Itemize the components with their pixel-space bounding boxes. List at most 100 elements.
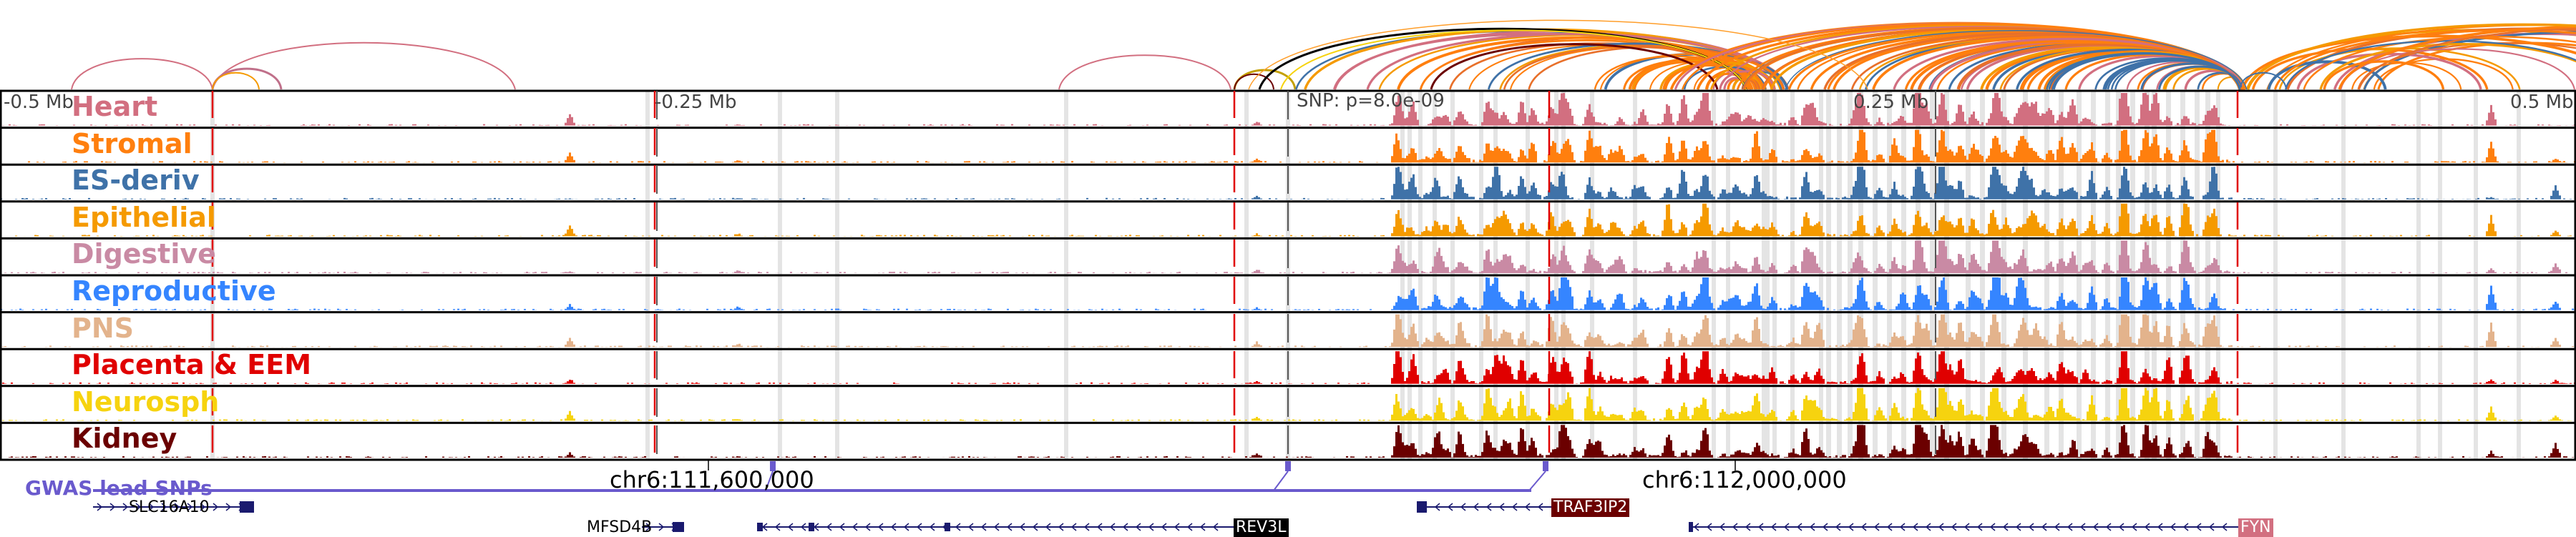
strand-arrow [1757,523,1764,531]
loop-arc [2285,40,2576,90]
axis-label-0.25mb: 0.25 Mb [1853,92,1929,113]
strand-arrow [135,503,142,511]
loop-arc [1430,43,1719,90]
strand-arrow [1447,503,1453,511]
signal-track-3 [0,203,2576,237]
strand-arrow [1951,523,1957,531]
strand-arrow [2002,523,2009,531]
strand-arrow [1925,523,1931,531]
track-label-pns: PNS [72,312,135,344]
strand-arrow [1848,523,1854,531]
strand-arrow [1783,523,1790,531]
gene-rev3l[interactable]: REV3L [1234,518,1289,537]
strand-arrow [2054,523,2060,531]
strand-arrow [1745,523,1751,531]
loop-arc [1248,19,1868,90]
strand-arrow [1899,523,1906,531]
loop-arc [2338,25,2576,90]
axis-label-minus-0.25mb: -0.25 Mb [655,92,737,113]
strand-arrow [1809,523,1815,531]
loop-arc [2319,42,2576,90]
strand-arrow [1148,523,1154,531]
strand-arrow [929,523,935,531]
track-label-kidney: Kidney [72,423,177,455]
gene-slc16a10[interactable]: SLC16A10 [129,498,210,516]
strand-arrow [2170,523,2176,531]
strand-arrow [800,523,806,531]
strand-arrow [122,503,129,511]
loop-arc [1420,39,1754,90]
strand-arrow [2157,523,2163,531]
strand-arrow [1058,523,1064,531]
strand-arrow [2079,523,2086,531]
loop-arc [1662,64,1758,90]
strand-arrow [967,523,974,531]
strand-arrow [980,523,987,531]
strand-arrow [1537,503,1543,511]
strand-arrow [213,503,219,511]
gwas-snp-marker [1285,461,1291,471]
strand-arrow [1096,523,1103,531]
signal-area [0,351,2576,384]
strand-arrow [200,503,206,511]
strand-arrow [2208,523,2215,531]
strand-arrow [161,503,167,511]
strand-arrow [2041,523,2047,531]
strand-arrow [2144,523,2150,531]
gwas-snp-connector [765,471,774,491]
strand-arrow [877,523,884,531]
strand-arrow [826,523,832,531]
axis-label-0.5mb: 0.5 Mb [2510,92,2574,113]
loop-arc [2053,52,2241,90]
loop-arc [2267,60,2387,90]
strand-arrow [187,503,193,511]
gene-traf3ip2[interactable]: TRAF3IP2 [1551,498,1630,517]
loop-arc [1785,30,2248,90]
signal-area [0,388,2576,421]
signal-track-1 [0,129,2576,163]
signal-track-5 [0,277,2576,310]
strand-arrow [1473,503,1479,511]
strand-arrow [903,523,909,531]
strand-arrow [1835,523,1841,531]
strand-arrow [1485,503,1492,511]
loop-arc [1058,54,1231,90]
gene-mfsd4b[interactable]: MFSD4B [587,518,653,536]
strand-arrow [839,523,845,531]
gene-model-slc16a10 [93,503,254,511]
signal-area [0,203,2576,237]
strand-arrow [1070,523,1077,531]
strand-arrow [645,523,652,531]
exon-block [1417,501,1427,513]
strand-arrow [1498,503,1505,511]
loop-arc [1234,73,1274,90]
gwas-snp-marker [770,461,776,471]
signal-track-7 [0,351,2576,384]
loop-arc [211,67,283,90]
strand-arrow [1822,523,1828,531]
strand-arrow [890,523,897,531]
gene-model-rev3l [757,523,1234,531]
gene-fyn[interactable]: FYN [2238,518,2273,537]
strand-arrow [1860,523,1867,531]
strand-arrow [1006,523,1013,531]
strand-arrow [1032,523,1038,531]
gwas-track-label: GWAS lead SNPs [25,476,213,500]
gwas-snp-connector [1273,471,1289,491]
gwas-snp-connector [1528,471,1546,491]
strand-arrow [1460,503,1466,511]
snp-pvalue-label: SNP: p=8.0e-09 [1297,90,1445,112]
strand-arrow [1693,523,1699,531]
strand-arrow [2105,523,2112,531]
strand-arrow [1199,523,1206,531]
strand-arrow [1212,523,1219,531]
track-label-stromal: Stromal [72,127,192,159]
strand-arrow [1511,503,1518,511]
coordinate-label-111.6m: chr6:111,600,000 [610,466,814,493]
signal-track-6 [0,314,2576,348]
axis-label-minus-0.5mb: -0.5 Mb [4,92,74,113]
strand-arrow [2118,523,2124,531]
strand-arrow [1732,523,1738,531]
strand-arrow [1122,523,1128,531]
